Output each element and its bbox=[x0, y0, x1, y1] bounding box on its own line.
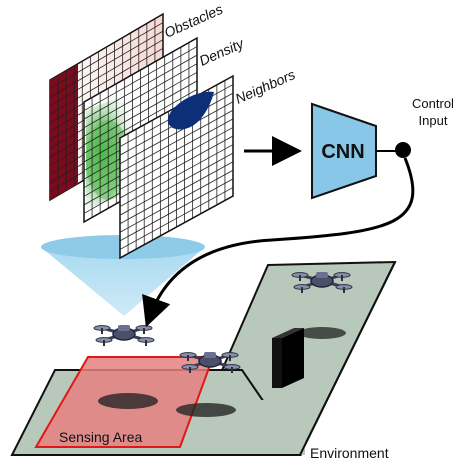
neighbor-blob bbox=[167, 91, 214, 130]
drone-shadow bbox=[176, 403, 236, 417]
environment-label: Environment bbox=[310, 445, 389, 461]
cnn-label: CNN bbox=[321, 141, 364, 163]
feedback-arrow bbox=[142, 157, 415, 328]
cnn-block: CNN bbox=[311, 102, 377, 200]
control-label-line1: Control bbox=[412, 96, 454, 111]
sensing-cone bbox=[42, 248, 204, 316]
obstacle-block-top bbox=[272, 328, 304, 338]
drone-icon bbox=[92, 323, 156, 348]
label-density: Density bbox=[197, 35, 247, 69]
environment-outline bbox=[12, 261, 396, 456]
label-obstacles: Obstacles bbox=[162, 1, 225, 41]
control-label-line2: Input bbox=[419, 113, 448, 128]
drone-shadow bbox=[98, 393, 158, 409]
obstacle-block-side bbox=[282, 328, 304, 388]
control-node-icon bbox=[395, 142, 411, 158]
label-neighbors: Neighbors bbox=[233, 66, 298, 107]
drone-shadow bbox=[298, 327, 346, 339]
obstacle-block-front bbox=[272, 338, 282, 388]
sensing-area-label: Sensing Area bbox=[59, 429, 142, 445]
